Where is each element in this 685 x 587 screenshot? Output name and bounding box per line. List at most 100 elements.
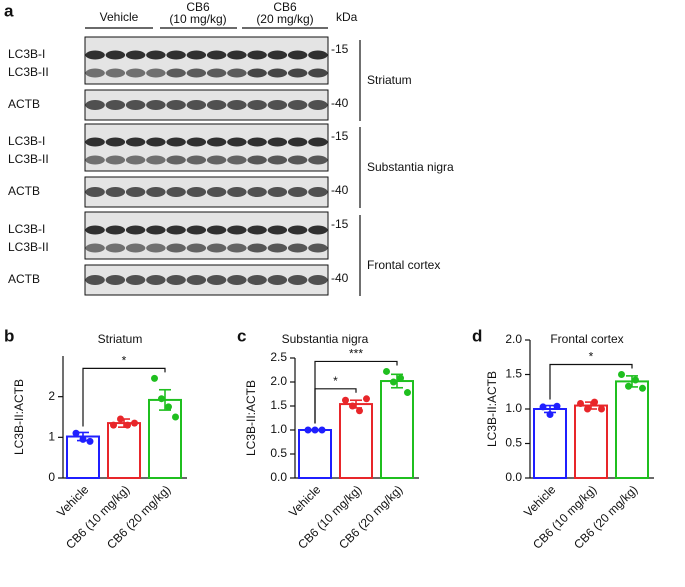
panel-label: b (4, 326, 14, 345)
data-point (72, 429, 80, 437)
band (287, 100, 308, 110)
data-point (632, 376, 639, 384)
band (247, 137, 267, 147)
band (206, 187, 227, 197)
bar (107, 422, 141, 480)
band (206, 155, 227, 165)
data-point (110, 421, 117, 429)
data-point (117, 415, 124, 423)
band (247, 155, 267, 165)
chart-title: Striatum (98, 332, 143, 346)
blot-box (84, 211, 329, 260)
y-tick-label: 1.5 (505, 367, 522, 381)
data-point (151, 374, 158, 382)
data-point (349, 402, 356, 410)
band (85, 187, 105, 197)
data-point (618, 371, 625, 378)
band (125, 187, 146, 197)
data-point (172, 413, 179, 421)
panel-label: d (472, 326, 482, 345)
band-label: LC3B-I (8, 47, 45, 61)
y-axis-label: LC3B-II:ACTB (485, 371, 499, 447)
band (105, 137, 126, 147)
y-tick-label: 1.5 (270, 398, 287, 412)
y-axis-label: LC3B-II:ACTB (244, 380, 258, 456)
band (186, 50, 207, 60)
data-point (318, 426, 326, 434)
band (85, 100, 105, 110)
band (308, 155, 328, 165)
band (267, 68, 288, 78)
band (105, 155, 126, 165)
data-point (404, 389, 411, 397)
blot-box (84, 176, 329, 208)
band-label: ACTB (8, 184, 40, 198)
data-point (584, 405, 591, 413)
band (206, 243, 227, 253)
band (267, 275, 288, 285)
bar (148, 398, 182, 480)
band (146, 275, 166, 285)
group-label: (20 mg/kg) (256, 12, 313, 26)
y-tick-label: 2 (48, 389, 55, 403)
band (105, 275, 126, 285)
band (146, 187, 166, 197)
band (308, 100, 328, 110)
band (125, 275, 146, 285)
band (146, 50, 166, 60)
band (287, 275, 308, 285)
y-tick-label: 0.0 (270, 470, 287, 484)
band (166, 100, 186, 110)
band (227, 100, 247, 110)
bar (574, 404, 608, 479)
band (308, 50, 328, 60)
group-label: Vehicle (100, 10, 139, 24)
region-label: Striatum (367, 73, 412, 87)
band (146, 68, 166, 78)
y-tick-label: 1.0 (270, 422, 287, 436)
band (247, 225, 267, 235)
data-point (591, 398, 598, 406)
data-point (304, 426, 312, 434)
band (166, 137, 186, 147)
band (85, 68, 105, 78)
y-tick-label: 0.5 (505, 436, 522, 450)
significance-bracket (82, 367, 166, 427)
band (125, 243, 146, 253)
data-point (390, 378, 397, 386)
band (85, 50, 105, 60)
band (308, 137, 328, 147)
band (186, 68, 207, 78)
data-point (553, 402, 561, 410)
group-label: CB6 (186, 0, 210, 14)
band (85, 137, 105, 147)
band (85, 275, 105, 285)
band (206, 225, 227, 235)
band (308, 68, 328, 78)
band (287, 137, 308, 147)
band (267, 187, 288, 197)
band (125, 225, 146, 235)
kda-marker: -40 (331, 183, 349, 197)
band-label: ACTB (8, 272, 40, 286)
band (105, 68, 126, 78)
significance-label: * (589, 350, 594, 364)
band-label: LC3B-I (8, 222, 45, 236)
band (227, 50, 247, 60)
band-label: LC3B-II (8, 65, 49, 79)
band (308, 243, 328, 253)
y-axis-label: LC3B-II:ACTB (12, 379, 26, 455)
band (308, 225, 328, 235)
band (247, 187, 267, 197)
band (85, 155, 105, 165)
kda-marker: -15 (331, 217, 349, 231)
data-point (539, 403, 547, 411)
data-point (131, 419, 138, 427)
bar (533, 408, 567, 479)
band (247, 243, 267, 253)
band (206, 275, 227, 285)
band (166, 155, 186, 165)
significance-bracket (549, 363, 633, 400)
y-tick-label: 0.0 (505, 470, 522, 484)
